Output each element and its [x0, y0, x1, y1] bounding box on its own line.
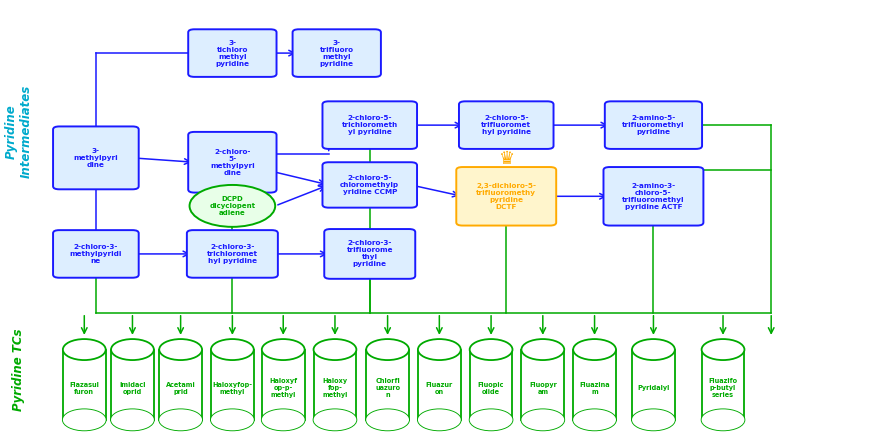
Bar — [111, 350, 154, 420]
Ellipse shape — [313, 339, 356, 360]
FancyBboxPatch shape — [604, 101, 701, 149]
Ellipse shape — [417, 410, 460, 431]
Ellipse shape — [631, 410, 674, 431]
Bar — [417, 350, 460, 420]
Ellipse shape — [701, 410, 744, 431]
Text: 3-
trifluoro
methyl
pyridine: 3- trifluoro methyl pyridine — [319, 39, 353, 67]
Ellipse shape — [631, 339, 674, 360]
FancyBboxPatch shape — [603, 167, 703, 226]
Bar — [211, 350, 254, 420]
Ellipse shape — [701, 410, 744, 431]
Ellipse shape — [417, 410, 460, 431]
Text: ♛: ♛ — [498, 150, 514, 168]
Text: Acetami
prid: Acetami prid — [165, 382, 195, 395]
FancyBboxPatch shape — [459, 101, 552, 149]
Ellipse shape — [366, 410, 409, 431]
Text: Pyridalyl: Pyridalyl — [637, 385, 669, 391]
Ellipse shape — [111, 410, 154, 431]
Text: 2-chloro-3-
trifluorome
thyl
pyridine: 2-chloro-3- trifluorome thyl pyridine — [346, 240, 392, 268]
Text: 3-
methylpyri
dine: 3- methylpyri dine — [73, 148, 118, 168]
Ellipse shape — [631, 410, 674, 431]
Text: 2-amino-3-
chloro-5-
trifluoromethyl
pyridine ACTF: 2-amino-3- chloro-5- trifluoromethyl pyr… — [621, 183, 684, 210]
Text: 2-chloro-5-
trichlorometh
yl pyridine: 2-chloro-5- trichlorometh yl pyridine — [342, 115, 398, 135]
Text: 2-chloro-
5-
methylpyri
dine: 2-chloro- 5- methylpyri dine — [210, 149, 255, 176]
Ellipse shape — [63, 339, 105, 360]
Text: Fluazur
on: Fluazur on — [426, 382, 452, 395]
Bar — [469, 350, 512, 420]
Ellipse shape — [262, 339, 304, 360]
FancyBboxPatch shape — [53, 127, 139, 189]
Bar — [63, 350, 105, 420]
Text: Imidacl
oprid: Imidacl oprid — [119, 382, 146, 395]
Text: Fluopic
olide: Fluopic olide — [477, 382, 503, 395]
Ellipse shape — [262, 410, 304, 431]
Ellipse shape — [572, 410, 615, 431]
Ellipse shape — [159, 339, 202, 360]
Ellipse shape — [159, 410, 202, 431]
Ellipse shape — [469, 410, 512, 431]
Text: Haloxyf
op-p-
methyl: Haloxyf op-p- methyl — [269, 378, 297, 398]
FancyBboxPatch shape — [188, 29, 276, 77]
Ellipse shape — [366, 339, 409, 360]
FancyBboxPatch shape — [456, 167, 555, 226]
Ellipse shape — [572, 410, 615, 431]
Ellipse shape — [572, 339, 615, 360]
Text: Fluazina
m: Fluazina m — [578, 382, 609, 395]
Ellipse shape — [313, 410, 356, 431]
Text: 2-chloro-5-
chloromethylp
yridine CCMP: 2-chloro-5- chloromethylp yridine CCMP — [340, 175, 399, 195]
Ellipse shape — [262, 410, 304, 431]
FancyBboxPatch shape — [322, 101, 417, 149]
Text: DCPD
dicyclopent
adiene: DCPD dicyclopent adiene — [209, 196, 255, 216]
FancyBboxPatch shape — [292, 29, 381, 77]
Ellipse shape — [111, 339, 154, 360]
Ellipse shape — [469, 410, 512, 431]
Text: Chlorfl
uazuro
n: Chlorfl uazuro n — [375, 378, 400, 398]
Text: 2-chloro-3-
methylpyridi
ne: 2-chloro-3- methylpyridi ne — [70, 244, 122, 264]
Ellipse shape — [521, 410, 563, 431]
Bar — [159, 350, 202, 420]
Ellipse shape — [211, 410, 254, 431]
Text: Fluazifo
p-butyl
series: Fluazifo p-butyl series — [708, 378, 737, 398]
Text: Haloxy
fop-
methyl: Haloxy fop- methyl — [322, 378, 347, 398]
Ellipse shape — [417, 339, 460, 360]
Text: 3-
tichloro
methyl
pyridine: 3- tichloro methyl pyridine — [215, 39, 249, 67]
FancyBboxPatch shape — [322, 162, 417, 208]
FancyBboxPatch shape — [188, 132, 276, 193]
Circle shape — [190, 185, 274, 227]
Ellipse shape — [521, 339, 563, 360]
Bar — [366, 350, 409, 420]
FancyBboxPatch shape — [324, 229, 415, 279]
Ellipse shape — [366, 410, 409, 431]
Text: 2-amino-5-
trifluoromethyl
pyridine: 2-amino-5- trifluoromethyl pyridine — [621, 115, 684, 135]
Text: Fluopyr
am: Fluopyr am — [528, 382, 556, 395]
Text: Flazasul
furon: Flazasul furon — [69, 382, 99, 395]
Text: Pyridine
Intermediates: Pyridine Intermediates — [4, 85, 32, 178]
Text: 2-chloro-5-
trifluoromet
hyl pyridine: 2-chloro-5- trifluoromet hyl pyridine — [481, 115, 531, 135]
Text: 2-chloro-3-
trichloromet
hyl pyridine: 2-chloro-3- trichloromet hyl pyridine — [207, 244, 257, 264]
Ellipse shape — [111, 410, 154, 431]
Ellipse shape — [211, 339, 254, 360]
Bar — [701, 350, 744, 420]
Ellipse shape — [211, 410, 254, 431]
FancyBboxPatch shape — [53, 230, 139, 278]
Ellipse shape — [63, 410, 105, 431]
Ellipse shape — [521, 410, 563, 431]
Text: 2,3-dichloro-5-
trifluoromethy
pyridine
DCTF: 2,3-dichloro-5- trifluoromethy pyridine … — [476, 183, 536, 210]
FancyBboxPatch shape — [187, 230, 277, 278]
Text: Pyridine TCs: Pyridine TCs — [12, 328, 25, 411]
Bar — [572, 350, 615, 420]
Ellipse shape — [701, 339, 744, 360]
Bar — [262, 350, 304, 420]
Text: Haloxyfop-
methyl: Haloxyfop- methyl — [212, 382, 252, 395]
Bar — [313, 350, 356, 420]
Ellipse shape — [469, 339, 512, 360]
Ellipse shape — [313, 410, 356, 431]
Bar — [521, 350, 563, 420]
Bar — [631, 350, 674, 420]
Ellipse shape — [159, 410, 202, 431]
Ellipse shape — [63, 410, 105, 431]
